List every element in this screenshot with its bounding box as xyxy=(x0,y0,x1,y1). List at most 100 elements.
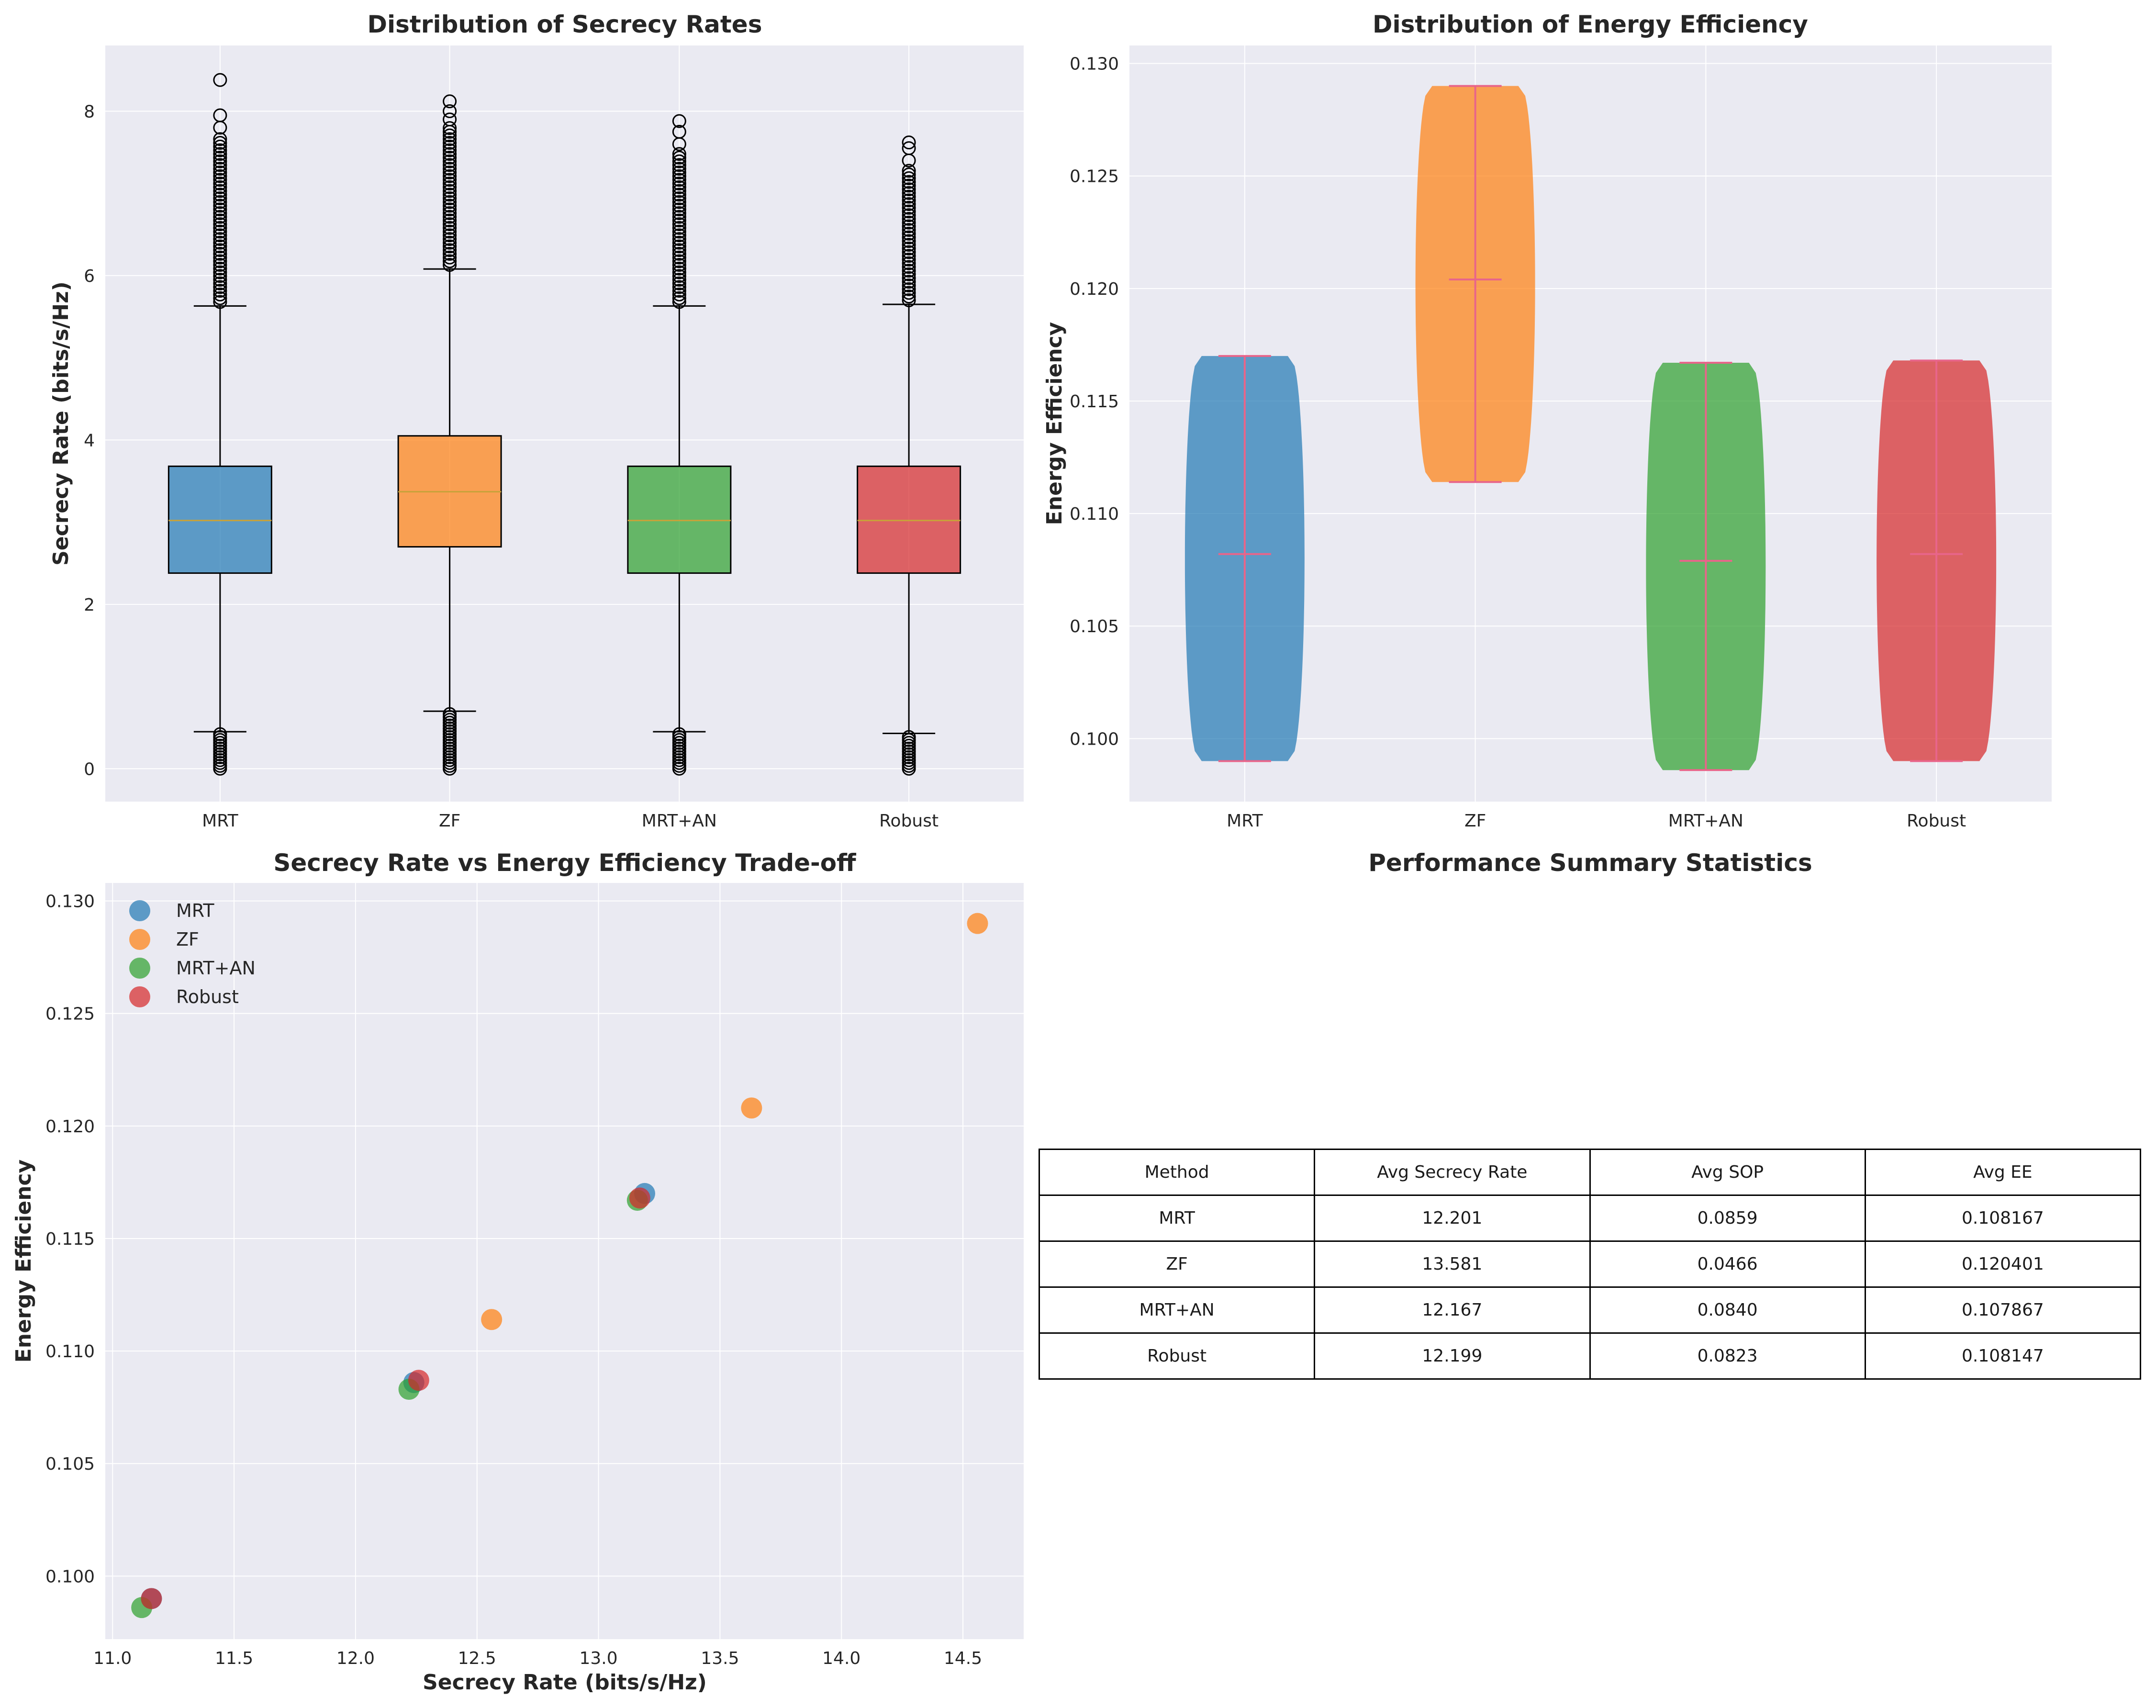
box-mrtan xyxy=(627,465,732,574)
outlier-point xyxy=(672,272,686,287)
outlier-point xyxy=(213,147,227,161)
legend-label: Robust xyxy=(176,986,239,1007)
scatter-point-zf xyxy=(967,913,988,934)
outlier-point xyxy=(443,136,457,150)
outlier-point xyxy=(672,254,686,268)
legend-label: MRT xyxy=(176,900,214,921)
box-plot-panel: 0 2 4 6 8 MRT ZF MRT+AN Robust Distribution of S… xyxy=(49,11,1024,831)
outlier-point xyxy=(213,243,227,257)
outlier-point xyxy=(902,234,916,248)
x-tick-label: MRT xyxy=(202,811,238,831)
outlier-point xyxy=(443,162,457,176)
table-row: MRT 12.201 0.0859 0.108167 xyxy=(1038,1194,2142,1242)
outlier-point xyxy=(443,199,457,213)
outlier-point xyxy=(672,191,686,205)
outlier-point xyxy=(672,206,686,220)
violin-plot-title: Distribution of Energy Efficiency xyxy=(1373,11,1808,38)
outlier-point xyxy=(443,202,457,217)
outlier-point xyxy=(902,252,916,267)
outlier-point xyxy=(213,287,227,301)
outlier-point xyxy=(902,256,916,270)
outlier-point xyxy=(672,295,686,309)
scatter-plot-title: Secrecy Rate vs Energy Efficiency Trade-… xyxy=(273,849,856,877)
y-tick-label: 2 xyxy=(84,595,95,615)
outlier-point xyxy=(672,147,686,161)
outlier-point xyxy=(443,246,457,261)
outlier-point xyxy=(672,154,686,168)
scatter-plot-ylabel: Energy Efficiency xyxy=(11,1160,36,1363)
y-tick-label: 0.130 xyxy=(45,892,95,912)
outlier-point xyxy=(902,226,916,241)
outlier-point xyxy=(213,169,227,183)
x-tick-label: MRT xyxy=(1227,811,1263,831)
outlier-point xyxy=(902,271,916,285)
outlier-point xyxy=(443,191,457,205)
outlier-point xyxy=(213,154,227,168)
box-plot-title: Distribution of Secrecy Rates xyxy=(368,11,762,38)
outlier-point xyxy=(213,239,227,254)
box-plot-ylabel: Secrecy Rate (bits/s/Hz) xyxy=(49,281,73,566)
outlier-point xyxy=(443,228,457,243)
scatter-point-zf xyxy=(481,1309,503,1330)
outlier-point xyxy=(672,280,686,294)
outlier-point xyxy=(443,254,457,268)
outlier-point xyxy=(672,276,686,290)
outlier-point xyxy=(902,186,916,200)
outlier-point xyxy=(902,223,916,237)
outlier-point xyxy=(443,121,457,135)
outlier-point xyxy=(213,280,227,294)
table-cell: 12.199 xyxy=(1314,1332,1591,1380)
table-header-cell: Avg Secrecy Rate xyxy=(1314,1149,1591,1196)
violin-plot-panel: 0.100 0.105 0.110 0.115 0.120 0.125 0.130 MRT ZF… xyxy=(1042,11,2052,831)
violin-plot-ylabel: Energy Efficiency xyxy=(1042,322,1067,525)
outlier-point xyxy=(672,228,686,243)
outlier-point xyxy=(902,260,916,274)
outlier-point xyxy=(213,165,227,179)
outlier-point xyxy=(213,269,227,283)
outlier-point xyxy=(672,213,686,228)
outlier-point xyxy=(213,139,227,154)
outlier-point xyxy=(902,175,916,189)
outlier-point xyxy=(213,206,227,220)
outlier-point xyxy=(213,265,227,279)
table-row: ZF 13.581 0.0466 0.120401 xyxy=(1038,1240,2142,1288)
outlier-point xyxy=(902,212,916,226)
table-row: Robust 12.199 0.0823 0.108147 xyxy=(1038,1332,2142,1380)
outlier-point xyxy=(213,258,227,272)
outlier-point xyxy=(672,232,686,246)
outlier-point xyxy=(213,276,227,290)
outlier-point xyxy=(443,180,457,194)
outlier-point xyxy=(672,224,686,239)
outlier-point xyxy=(443,210,457,224)
outlier-point xyxy=(902,201,916,215)
outlier-point xyxy=(443,128,457,143)
outlier-point xyxy=(213,73,227,87)
y-tick-label: 0.120 xyxy=(1070,279,1119,299)
outlier-point xyxy=(213,272,227,287)
outlier-point xyxy=(672,188,686,202)
outlier-point xyxy=(213,210,227,224)
box-plot-area xyxy=(105,45,1024,802)
outlier-point xyxy=(213,184,227,198)
outlier-point xyxy=(672,169,686,183)
box-robust xyxy=(857,465,961,574)
outlier-point xyxy=(213,295,227,309)
outlier-point xyxy=(213,162,227,176)
outlier-point xyxy=(213,246,227,261)
outlier-point xyxy=(213,177,227,191)
outlier-point xyxy=(213,224,227,239)
outlier-point xyxy=(672,284,686,298)
outlier-point xyxy=(443,188,457,202)
outlier-point xyxy=(213,228,227,243)
outlier-point xyxy=(443,158,457,172)
outlier-point xyxy=(902,293,916,307)
outlier-point xyxy=(213,261,227,276)
outlier-point xyxy=(902,249,916,263)
scatter-point-robust xyxy=(408,1370,429,1391)
table-header-cell: Avg EE xyxy=(1864,1149,2142,1196)
outlier-point xyxy=(672,195,686,209)
outlier-point xyxy=(443,94,457,109)
table-cell: 0.0823 xyxy=(1589,1332,1866,1380)
outlier-point xyxy=(443,169,457,183)
